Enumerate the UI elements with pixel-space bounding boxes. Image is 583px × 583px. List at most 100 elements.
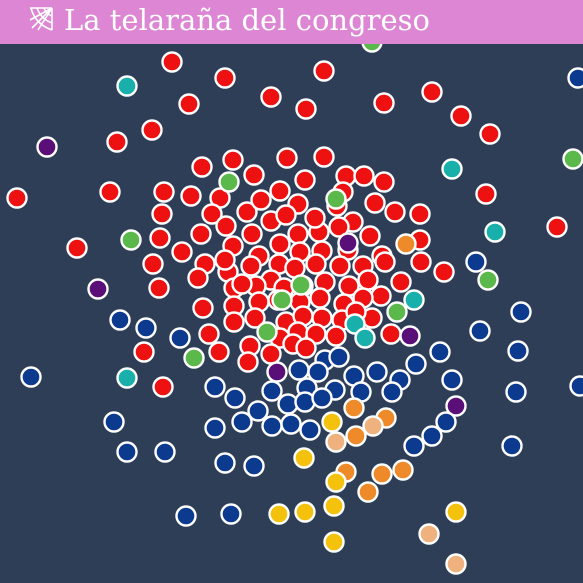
- congress-member-node-navy[interactable]: [154, 441, 176, 463]
- congress-member-node-red[interactable]: [390, 271, 412, 293]
- congress-member-node-red[interactable]: [313, 60, 335, 82]
- congress-member-node-navy[interactable]: [261, 380, 283, 402]
- congress-member-node-peach[interactable]: [418, 523, 440, 545]
- congress-member-node-navy[interactable]: [224, 387, 246, 409]
- congress-member-node-red[interactable]: [222, 149, 244, 171]
- congress-member-node-red[interactable]: [364, 192, 386, 214]
- congress-member-node-navy[interactable]: [328, 346, 350, 368]
- congress-member-node-red[interactable]: [161, 51, 183, 73]
- congress-member-node-red[interactable]: [153, 181, 175, 203]
- congress-member-node-navy[interactable]: [204, 376, 226, 398]
- congress-member-node-red[interactable]: [241, 223, 263, 245]
- congress-member-node-green[interactable]: [256, 321, 278, 343]
- congress-member-node-navy[interactable]: [403, 435, 425, 457]
- congress-member-node-navy[interactable]: [366, 361, 388, 383]
- congress-member-node-red[interactable]: [141, 119, 163, 141]
- congress-member-node-yellow[interactable]: [323, 495, 345, 517]
- congress-member-node-teal[interactable]: [116, 367, 138, 389]
- congress-member-node-red[interactable]: [192, 297, 214, 319]
- congress-member-node-red[interactable]: [260, 86, 282, 108]
- congress-member-node-green[interactable]: [325, 188, 347, 210]
- congress-member-node-yellow[interactable]: [323, 531, 345, 553]
- congress-member-node-navy[interactable]: [103, 411, 125, 433]
- congress-member-node-red[interactable]: [178, 93, 200, 115]
- congress-member-node-red[interactable]: [295, 98, 317, 120]
- congress-member-node-green[interactable]: [477, 269, 499, 291]
- congress-member-node-red[interactable]: [187, 267, 209, 289]
- congress-member-node-navy[interactable]: [421, 425, 443, 447]
- congress-member-node-navy[interactable]: [299, 419, 321, 441]
- congress-member-node-red[interactable]: [287, 223, 309, 245]
- congress-member-node-green[interactable]: [290, 274, 312, 296]
- congress-member-node-peach[interactable]: [325, 431, 347, 453]
- congress-member-node-red[interactable]: [374, 251, 396, 273]
- congress-member-node-yellow[interactable]: [294, 501, 316, 523]
- congress-member-node-red[interactable]: [244, 307, 266, 329]
- congress-member-node-red[interactable]: [384, 201, 406, 223]
- congress-member-node-red[interactable]: [325, 325, 347, 347]
- congress-member-node-navy[interactable]: [381, 381, 403, 403]
- congress-member-node-navy[interactable]: [169, 327, 191, 349]
- congress-member-node-red[interactable]: [475, 183, 497, 205]
- congress-member-node-red[interactable]: [313, 146, 335, 168]
- congress-member-node-red[interactable]: [152, 376, 174, 398]
- congress-member-node-red[interactable]: [295, 337, 317, 359]
- congress-member-node-purple[interactable]: [445, 395, 467, 417]
- congress-member-node-navy[interactable]: [280, 413, 302, 435]
- congress-member-node-purple[interactable]: [36, 136, 58, 158]
- congress-member-node-red[interactable]: [214, 249, 236, 271]
- congress-member-node-red[interactable]: [546, 216, 568, 238]
- congress-member-node-red[interactable]: [450, 105, 472, 127]
- congress-member-node-red[interactable]: [305, 253, 327, 275]
- congress-member-node-red[interactable]: [260, 343, 282, 365]
- congress-member-node-navy[interactable]: [135, 317, 157, 339]
- congress-member-node-red[interactable]: [99, 181, 121, 203]
- congress-member-node-teal[interactable]: [484, 221, 506, 243]
- congress-member-node-red[interactable]: [304, 207, 326, 229]
- congress-member-node-navy[interactable]: [116, 441, 138, 463]
- congress-member-node-red[interactable]: [237, 351, 259, 373]
- congress-member-node-red[interactable]: [250, 189, 272, 211]
- congress-member-node-navy[interactable]: [20, 366, 42, 388]
- congress-member-node-red[interactable]: [231, 273, 253, 295]
- congress-member-node-teal[interactable]: [116, 75, 138, 97]
- congress-member-node-teal[interactable]: [403, 289, 425, 311]
- congress-member-node-red[interactable]: [208, 341, 230, 363]
- congress-member-node-red[interactable]: [370, 285, 392, 307]
- congress-member-node-navy[interactable]: [231, 411, 253, 433]
- congress-member-node-red[interactable]: [357, 269, 379, 291]
- congress-member-node-red[interactable]: [328, 216, 350, 238]
- congress-member-node-red[interactable]: [479, 123, 501, 145]
- congress-member-node-green[interactable]: [271, 289, 293, 311]
- congress-member-node-orange[interactable]: [392, 459, 414, 481]
- congress-member-node-navy[interactable]: [469, 320, 491, 342]
- congress-member-node-navy[interactable]: [288, 359, 310, 381]
- congress-member-node-peach[interactable]: [445, 553, 467, 575]
- congress-member-node-red[interactable]: [149, 227, 171, 249]
- congress-member-node-navy[interactable]: [569, 375, 583, 397]
- congress-member-node-red[interactable]: [373, 92, 395, 114]
- congress-member-node-green[interactable]: [183, 347, 205, 369]
- congress-member-node-red[interactable]: [214, 67, 236, 89]
- congress-member-node-red[interactable]: [106, 131, 128, 153]
- congress-member-node-navy[interactable]: [567, 67, 583, 89]
- congress-member-node-navy[interactable]: [441, 369, 463, 391]
- congress-member-node-purple[interactable]: [87, 278, 109, 300]
- congress-member-node-navy[interactable]: [109, 309, 131, 331]
- congress-member-node-red[interactable]: [359, 225, 381, 247]
- congress-member-node-red[interactable]: [409, 203, 431, 225]
- congress-member-node-red[interactable]: [223, 311, 245, 333]
- congress-member-node-yellow[interactable]: [293, 447, 315, 469]
- congress-member-node-green[interactable]: [120, 229, 142, 251]
- congress-member-node-purple[interactable]: [266, 361, 288, 383]
- congress-member-node-red[interactable]: [329, 255, 351, 277]
- congress-member-node-navy[interactable]: [507, 340, 529, 362]
- congress-member-node-navy[interactable]: [505, 381, 527, 403]
- congress-member-node-red[interactable]: [309, 287, 331, 309]
- congress-member-node-red[interactable]: [236, 201, 258, 223]
- congress-member-node-red[interactable]: [243, 164, 265, 186]
- congress-member-node-navy[interactable]: [204, 417, 226, 439]
- congress-member-node-yellow[interactable]: [445, 501, 467, 523]
- congress-member-node-navy[interactable]: [214, 452, 236, 474]
- congress-member-node-peach[interactable]: [362, 415, 384, 437]
